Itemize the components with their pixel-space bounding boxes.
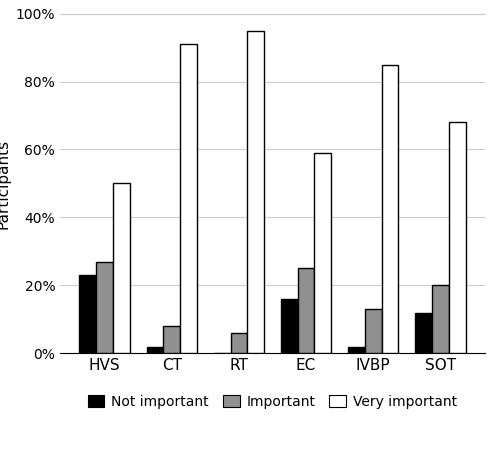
- Bar: [96, 262, 113, 353]
- Bar: [180, 44, 197, 353]
- Bar: [113, 183, 130, 353]
- Bar: [248, 31, 264, 353]
- Bar: [298, 268, 314, 353]
- Bar: [281, 299, 297, 353]
- Bar: [164, 326, 180, 353]
- Bar: [365, 309, 382, 353]
- Bar: [382, 65, 398, 353]
- Y-axis label: Participants: Participants: [0, 139, 10, 228]
- Bar: [80, 275, 96, 353]
- Bar: [432, 285, 449, 353]
- Bar: [314, 153, 332, 353]
- Bar: [449, 122, 466, 353]
- Bar: [416, 313, 432, 353]
- Bar: [230, 333, 248, 353]
- Bar: [146, 347, 164, 353]
- Legend: Not important, Important, Very important: Not important, Important, Very important: [82, 389, 462, 414]
- Bar: [348, 347, 365, 353]
